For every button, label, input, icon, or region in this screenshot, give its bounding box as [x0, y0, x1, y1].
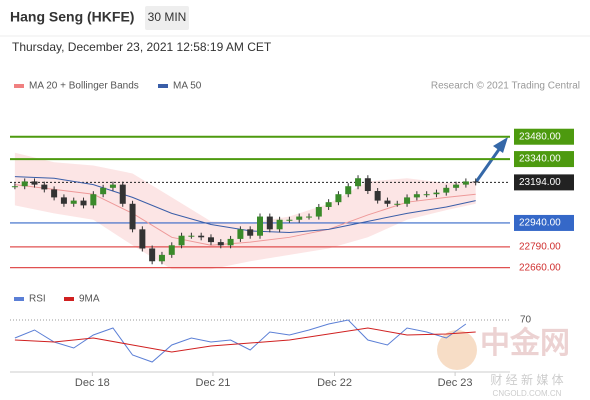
bollinger-band: [14, 152, 476, 270]
arrow-head: [493, 137, 508, 153]
candle: [207, 237, 214, 243]
credit: Research © 2021 Trading Central: [431, 81, 580, 92]
candle: [247, 229, 254, 236]
legend-label: MA 50: [173, 81, 202, 92]
candle: [355, 178, 362, 187]
candle: [149, 248, 156, 262]
arrow: [474, 147, 502, 183]
candle: [178, 235, 185, 246]
rsi-tick-label: 70: [520, 315, 532, 326]
level-label: 23340.00: [519, 154, 561, 165]
level-tag: [514, 174, 574, 191]
legend-swatch: [14, 297, 24, 301]
candle: [237, 229, 244, 239]
candle: [364, 178, 371, 192]
candle: [21, 181, 28, 187]
legend-label: MA 20 + Bollinger Bands: [29, 81, 139, 92]
watermark: 财 经 新 媒 体: [490, 372, 563, 387]
timeframe[interactable]: 30 MIN: [148, 10, 187, 24]
candle: [423, 194, 430, 196]
x-tick-label: Dec 22: [317, 377, 352, 389]
candle: [90, 194, 97, 206]
watermark-logo: [437, 330, 477, 370]
level-tag: [514, 214, 574, 231]
candle: [188, 235, 195, 237]
candle: [41, 184, 48, 190]
subtitle: Thursday, December 23, 2021 12:58:19 AM …: [12, 40, 272, 54]
candle: [394, 203, 401, 205]
candle: [168, 245, 175, 255]
candle: [11, 186, 18, 188]
candle: [109, 184, 116, 188]
line: [14, 327, 476, 353]
candle: [462, 181, 469, 185]
candle: [51, 189, 58, 198]
candle: [158, 254, 165, 262]
chart-title: Hang Seng (HKFE): [10, 9, 134, 25]
candle: [286, 219, 293, 221]
candle: [266, 216, 273, 230]
legend-swatch: [158, 84, 168, 88]
candle: [384, 200, 391, 204]
candle: [60, 197, 67, 204]
candle: [335, 194, 342, 203]
candle: [374, 191, 381, 201]
candle: [227, 238, 234, 246]
candle: [119, 184, 126, 204]
candle: [217, 242, 224, 246]
level-label: 22940.00: [519, 218, 561, 229]
candle: [139, 229, 146, 249]
level-tag: [514, 151, 574, 168]
level-label: 22790.00: [519, 242, 561, 253]
legend-label: RSI: [29, 294, 46, 305]
legend-swatch: [14, 84, 24, 88]
x-tick-label: Dec 21: [196, 377, 231, 389]
level-label: 23194.00: [519, 177, 561, 188]
candle: [276, 219, 283, 230]
legend-swatch: [64, 297, 74, 301]
candle: [31, 181, 38, 185]
watermark: CNGOLD.COM.CN: [493, 389, 562, 398]
x-tick-label: Dec 18: [75, 377, 110, 389]
candle: [443, 187, 450, 193]
timeframe-box[interactable]: [145, 6, 189, 30]
candle: [296, 216, 303, 220]
candle: [404, 197, 411, 204]
candle: [345, 186, 352, 195]
candle: [453, 184, 460, 188]
x-tick-label: Dec 23: [438, 377, 473, 389]
candle: [315, 206, 322, 217]
candle: [257, 216, 263, 236]
candle: [325, 202, 332, 207]
candle: [129, 203, 136, 230]
level-label: 23480.00: [519, 131, 561, 142]
candle: [433, 192, 440, 195]
candle: [70, 200, 77, 204]
candle: [413, 194, 420, 198]
candle: [100, 187, 107, 195]
line: [14, 319, 467, 363]
candle: [306, 216, 313, 218]
candle: [472, 181, 479, 183]
watermark: 中金网: [480, 326, 570, 360]
legend-label: 9MA: [79, 294, 100, 305]
level-label: 22660.00: [519, 262, 561, 273]
level-tag: [514, 128, 574, 145]
candle: [198, 235, 205, 238]
candle: [80, 200, 87, 206]
